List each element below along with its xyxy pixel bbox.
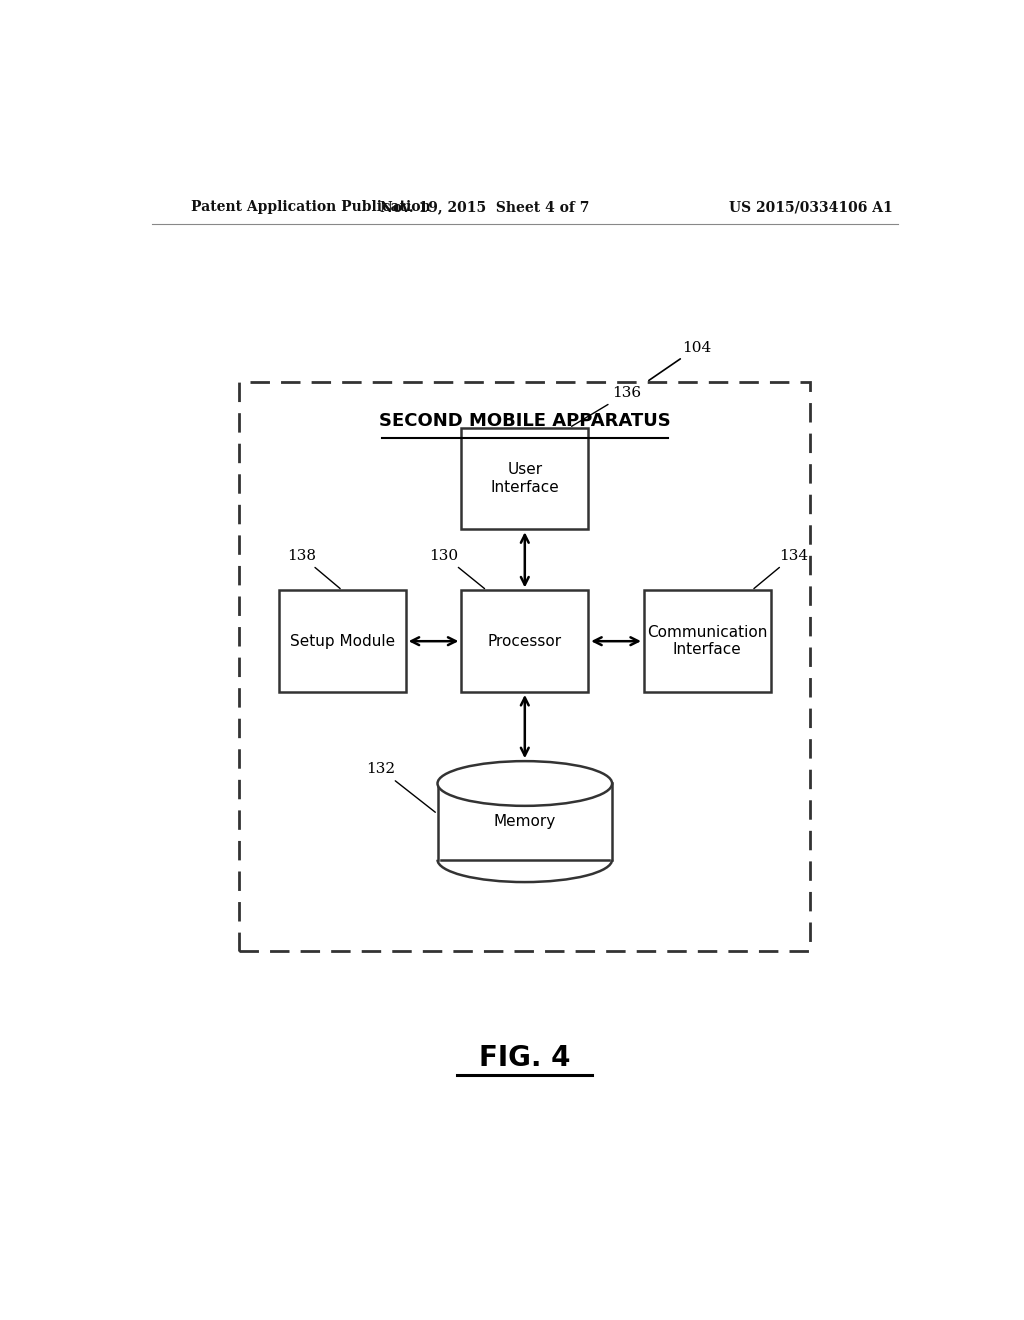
- Text: 134: 134: [754, 549, 808, 589]
- Text: Memory: Memory: [494, 814, 556, 829]
- Text: 104: 104: [649, 341, 712, 380]
- Text: SECOND MOBILE APPARATUS: SECOND MOBILE APPARATUS: [379, 412, 671, 429]
- Ellipse shape: [437, 762, 612, 805]
- Text: 136: 136: [571, 387, 641, 426]
- Text: Setup Module: Setup Module: [290, 634, 395, 648]
- Text: User
Interface: User Interface: [490, 462, 559, 495]
- Bar: [437, 784, 612, 859]
- Bar: [461, 428, 588, 529]
- Text: US 2015/0334106 A1: US 2015/0334106 A1: [729, 201, 892, 214]
- Text: Nov. 19, 2015  Sheet 4 of 7: Nov. 19, 2015 Sheet 4 of 7: [381, 201, 590, 214]
- Bar: [240, 381, 811, 952]
- Bar: [461, 590, 588, 692]
- Text: Patent Application Publication: Patent Application Publication: [191, 201, 431, 214]
- Text: FIG. 4: FIG. 4: [479, 1044, 570, 1072]
- Bar: [279, 590, 406, 692]
- Text: 138: 138: [287, 549, 340, 589]
- Text: 132: 132: [367, 763, 435, 812]
- Text: Communication
Interface: Communication Interface: [647, 624, 768, 657]
- Text: Processor: Processor: [487, 634, 562, 648]
- Bar: [644, 590, 771, 692]
- Text: 130: 130: [430, 549, 484, 589]
